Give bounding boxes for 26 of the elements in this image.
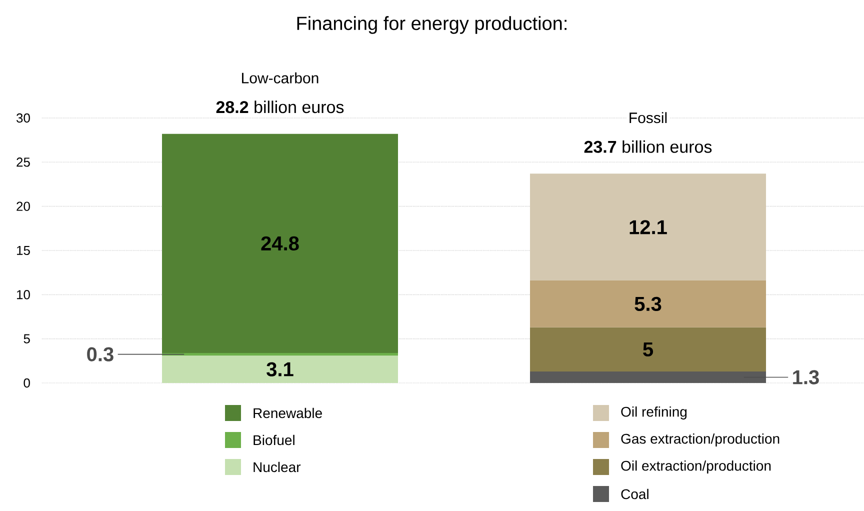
legend-label: Renewable bbox=[254, 408, 322, 418]
legend-label: Coal bbox=[621, 488, 648, 500]
legend-label: Oil refining bbox=[621, 406, 687, 420]
y-tick-label: 20 bbox=[16, 202, 30, 211]
y-tick-label: 5 bbox=[24, 334, 30, 344]
legend-label: Biofuel bbox=[254, 434, 294, 446]
data-label: 5 bbox=[643, 342, 654, 356]
data-label: 5.3 bbox=[634, 296, 662, 312]
legend-label: Gas extraction/production bbox=[621, 433, 780, 447]
data-label: 0.3 bbox=[87, 347, 114, 362]
x-tick-label: Fossil bbox=[630, 112, 667, 124]
y-tick-label: 25 bbox=[16, 158, 30, 167]
x-tick-label: Low-carbon bbox=[242, 72, 318, 84]
data-label: 24.8 bbox=[261, 236, 299, 251]
y-tick-label: 15 bbox=[16, 246, 30, 256]
legend-label: Oil extraction/production bbox=[621, 460, 771, 474]
total-label: 23.7 billion euros bbox=[584, 140, 712, 153]
y-tick-label: 30 bbox=[16, 113, 30, 123]
data-label: 3.1 bbox=[266, 362, 294, 376]
data-label: 1.3 bbox=[793, 370, 819, 384]
total-label: 28.2 billion euros bbox=[216, 100, 344, 114]
chart-title: Financing for energy production: bbox=[297, 16, 566, 34]
y-tick-label: 0 bbox=[24, 378, 30, 388]
y-tick-label: 10 bbox=[16, 290, 30, 300]
legend-label: Nuclear bbox=[254, 462, 301, 472]
data-label: 12.1 bbox=[630, 220, 667, 234]
